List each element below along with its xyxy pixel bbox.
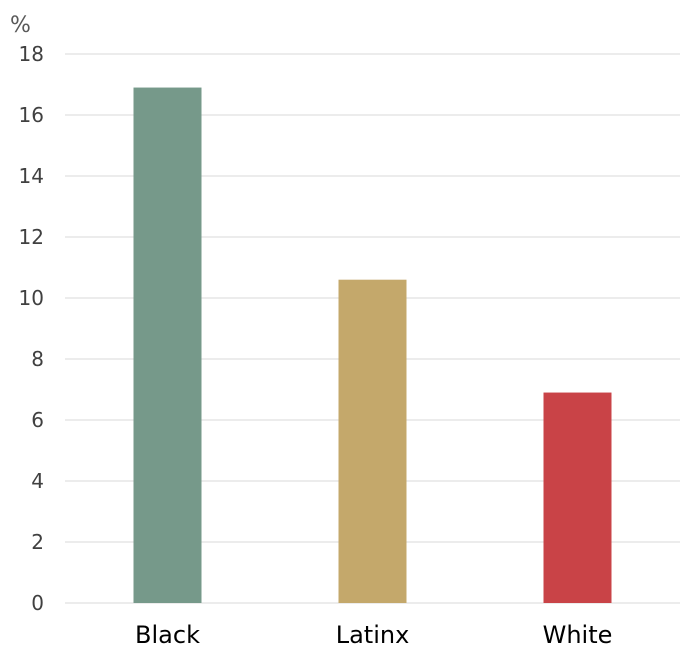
- y-tick-label: 10: [19, 286, 44, 310]
- y-tick-label: 14: [19, 164, 44, 188]
- y-tick-label: 8: [31, 347, 44, 371]
- y-tick-label: 6: [31, 408, 44, 432]
- y-axis-tick-labels: 0 2 4 6 8 10 12 14 16 18: [19, 42, 44, 615]
- x-axis-category-labels: Black Latinx White: [135, 621, 612, 649]
- y-tick-label: 16: [19, 103, 44, 127]
- x-category-label-black: Black: [135, 621, 200, 649]
- bar-black: [133, 87, 202, 604]
- y-tick-label: 18: [19, 42, 44, 66]
- x-category-label-latinx: Latinx: [336, 621, 410, 649]
- y-tick-label: 2: [31, 530, 44, 554]
- bars: [133, 87, 612, 604]
- y-tick-label: 4: [31, 469, 44, 493]
- y-axis-unit-label: %: [10, 13, 31, 38]
- y-tick-label: 12: [19, 225, 44, 249]
- bar-latinx: [338, 279, 407, 603]
- y-tick-label: 0: [31, 591, 44, 615]
- x-category-label-white: White: [543, 621, 613, 649]
- bar-white: [543, 392, 612, 603]
